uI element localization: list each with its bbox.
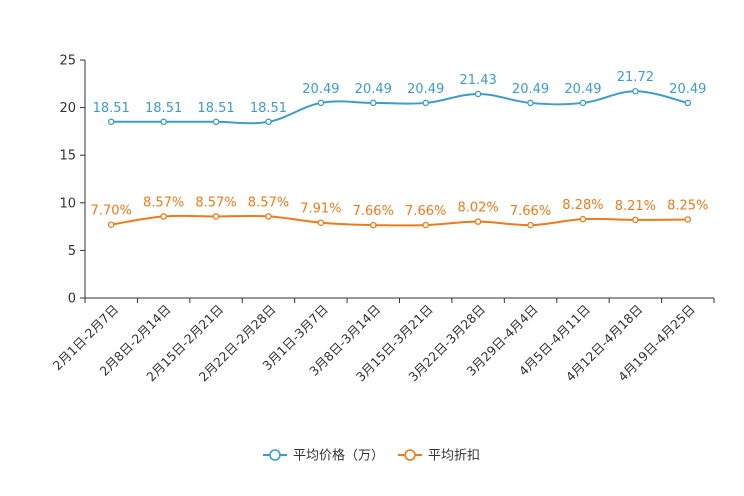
data-label: 8.21%: [615, 199, 656, 214]
data-label: 18.51: [250, 101, 287, 116]
data-label: 7.66%: [510, 204, 551, 219]
data-point: [579, 215, 587, 223]
data-label: 7.70%: [91, 204, 132, 219]
legend-marker-icon: [404, 449, 416, 461]
data-label: 8.28%: [562, 198, 603, 213]
x-axis: 2月1日-2月7日2月8日-2月14日2月15日-2月21日2月22日-2月28…: [50, 297, 715, 384]
data-point: [212, 118, 220, 126]
data-point: [370, 99, 377, 107]
y-tick-label: 10: [59, 196, 76, 211]
data-point: [527, 99, 534, 107]
data-point: [422, 99, 429, 107]
data-label: 21.72: [617, 70, 654, 85]
y-tick-label: 15: [59, 149, 76, 164]
data-point: [422, 221, 429, 229]
legend-item-2[interactable]: 平均折扣: [398, 449, 480, 464]
data-point: [265, 213, 272, 220]
data-point: [684, 99, 692, 107]
data-label: 20.49: [302, 82, 339, 97]
data-label: 21.43: [460, 73, 497, 88]
legend[interactable]: 平均价格（万） 平均折扣: [263, 448, 480, 464]
data-point: [317, 219, 325, 226]
data-label: 7.66%: [405, 204, 446, 219]
y-tick-label: 0: [68, 292, 76, 307]
data-point: [632, 216, 639, 224]
data-label: 8.02%: [457, 201, 498, 216]
data-point: [317, 99, 325, 107]
data-label: 8.57%: [248, 195, 289, 210]
data-label: 8.57%: [195, 195, 236, 210]
y-axis: 0 5 10 15 20 25: [59, 54, 86, 307]
y-tick-label: 25: [59, 54, 76, 69]
data-point: [474, 218, 482, 225]
data-label: 20.49: [407, 82, 444, 97]
data-label: 18.51: [197, 101, 234, 116]
data-label: 20.49: [564, 82, 601, 97]
legend-item-1[interactable]: 平均价格（万）: [263, 448, 384, 464]
legend-marker-icon: [269, 449, 281, 461]
data-point: [160, 118, 167, 126]
legend-label: 平均价格（万）: [293, 448, 384, 464]
data-label: 7.66%: [353, 204, 394, 219]
series-line: [111, 214, 688, 227]
y-tick-label: 5: [68, 244, 76, 259]
data-point: [107, 118, 115, 126]
data-point: [632, 87, 639, 95]
data-point: [160, 213, 167, 220]
data-point: [474, 90, 482, 98]
data-point: [107, 221, 115, 228]
data-label: 20.49: [355, 82, 392, 97]
y-tick-label: 20: [59, 101, 76, 116]
data-point: [265, 118, 272, 126]
data-point: [527, 221, 534, 229]
data-point: [212, 213, 220, 220]
data-point: [370, 221, 377, 229]
series-line: [111, 90, 689, 125]
data-label: 7.91%: [300, 202, 341, 217]
data-label: 20.49: [512, 82, 549, 97]
data-point: [579, 99, 587, 107]
series-2: 7.70% 8.57% 8.57% 8.57% 7.91% 7.66% 7.66% 8.02%…: [91, 195, 708, 229]
legend-label: 平均折扣: [428, 449, 480, 464]
data-label: 8.57%: [143, 195, 184, 210]
data-label: 18.51: [93, 101, 130, 116]
data-label: 20.49: [669, 82, 706, 97]
data-label: 8.25%: [667, 198, 708, 213]
series-1: 18.51 18.51 18.51 18.51 20.49 20.49 20.49 21.43…: [93, 70, 706, 126]
data-label: 18.51: [145, 101, 182, 116]
series-lines: 18.51 18.51 18.51 18.51 20.49 20.49 20.49 21.43…: [91, 70, 708, 229]
data-point: [684, 216, 692, 223]
